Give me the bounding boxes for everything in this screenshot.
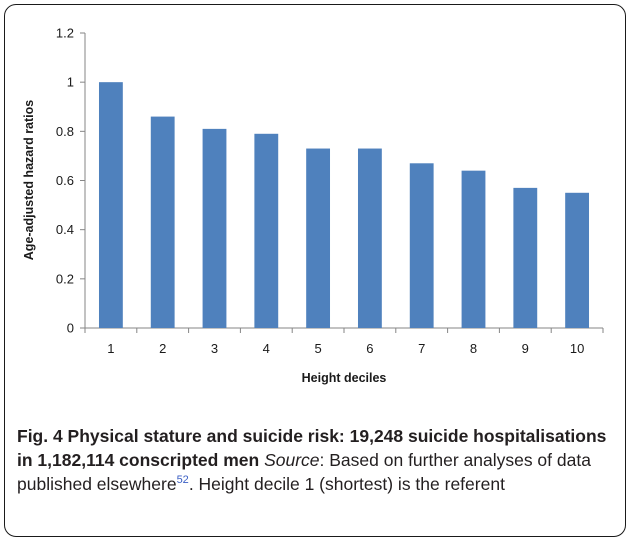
- y-tick-label: 1.2: [56, 26, 74, 41]
- figure-caption: Fig. 4 Physical stature and suicide risk…: [17, 424, 617, 496]
- y-tick-label: 0.8: [56, 124, 74, 139]
- y-axis-title: Age-adjusted hazard ratios: [22, 100, 36, 260]
- x-tick-label: 4: [263, 341, 270, 356]
- x-axis: 1 2 3 4 5 6 7 8 9 10: [84, 327, 604, 356]
- caption-tail-text: . Height decile 1 (shortest) is the refe…: [188, 474, 505, 494]
- x-tick-label: 1: [107, 341, 114, 356]
- x-axis-title: Height deciles: [302, 371, 387, 385]
- caption-source-text: : Based on further analyses of data publ…: [17, 450, 591, 494]
- x-tick-label: 2: [159, 341, 166, 356]
- caption-title: Fig. 4 Physical stature and suicide risk…: [17, 426, 607, 470]
- bar-decile-2: [150, 116, 175, 328]
- x-tick-label: 7: [418, 341, 425, 356]
- bar-decile-3: [202, 128, 227, 328]
- x-tick-label: 6: [366, 341, 373, 356]
- bar-decile-1: [98, 82, 123, 329]
- bar-decile-8: [461, 170, 486, 328]
- y-tick-label: 0.6: [56, 173, 74, 188]
- x-tick-label: 3: [211, 341, 218, 356]
- caption-source-label: Source: [264, 450, 320, 470]
- x-tick-label: 9: [522, 341, 529, 356]
- x-tick-label: 5: [314, 341, 321, 356]
- bar-decile-4: [254, 133, 279, 328]
- bar-decile-5: [306, 148, 331, 328]
- y-axis: 0 0.2 0.4 0.6 0.8 1 1.2: [56, 26, 86, 336]
- bars: [98, 82, 590, 329]
- y-tick-label: 0.4: [56, 222, 74, 237]
- bar-decile-7: [409, 163, 434, 328]
- y-tick-label: 0.2: [56, 271, 74, 286]
- bar-decile-6: [357, 148, 382, 328]
- caption-reference-link[interactable]: 52: [176, 474, 189, 487]
- bar-chart: 0 0.2 0.4 0.6 0.8 1 1.2 1 2 3 4 5 6 7 8 9 10 Age-adjust…: [22, 26, 604, 385]
- bar-decile-9: [513, 187, 538, 328]
- bar-decile-10: [565, 192, 590, 328]
- x-tick-label: 8: [470, 341, 477, 356]
- x-tick-label: 10: [570, 341, 584, 356]
- y-tick-label: 1: [67, 75, 74, 90]
- y-tick-label: 0: [67, 321, 74, 336]
